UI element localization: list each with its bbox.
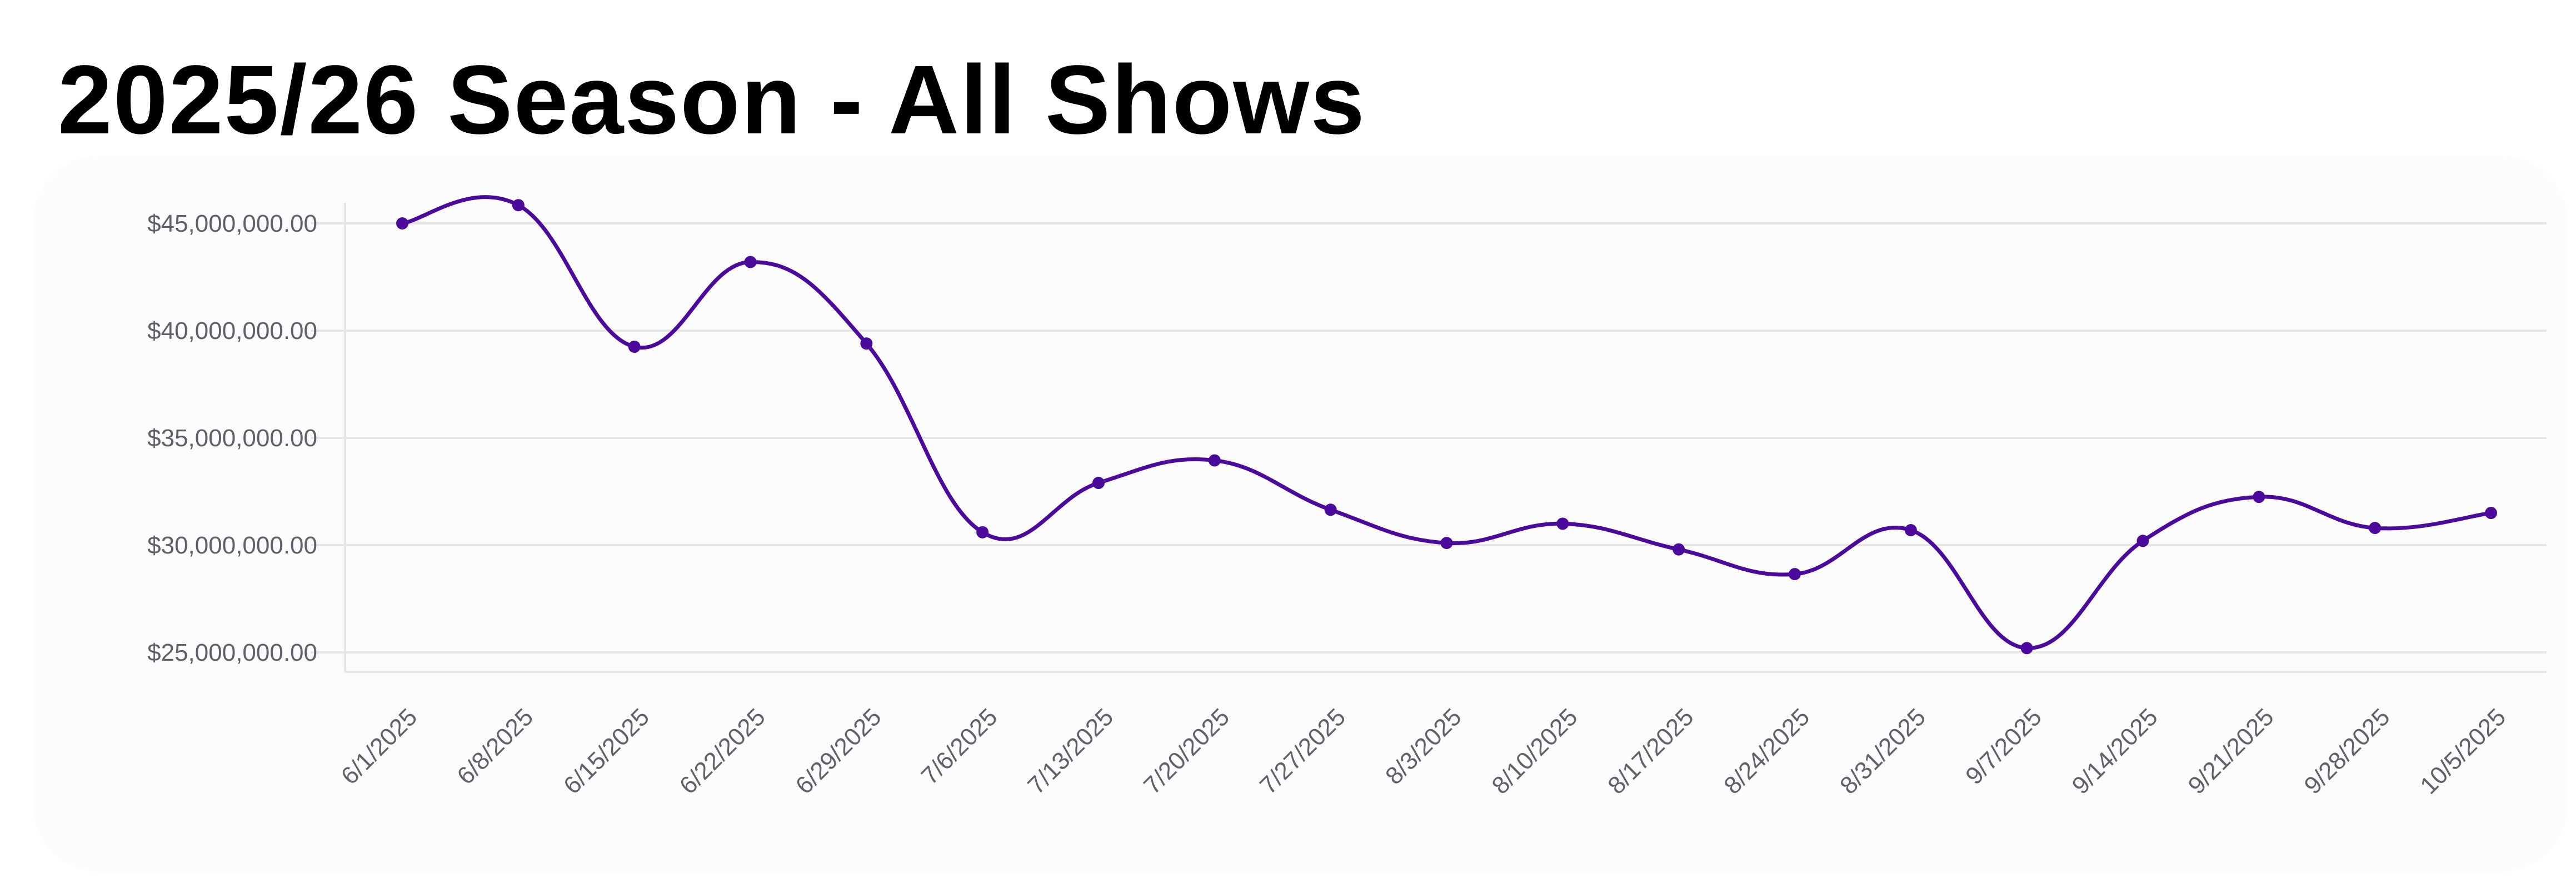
data-point <box>1092 477 1105 490</box>
data-point <box>512 199 525 212</box>
x-tick-label: 9/21/2025 <box>2183 704 2279 800</box>
y-tick-label: $45,000,000.00 <box>147 210 317 237</box>
data-point <box>744 256 757 268</box>
data-point <box>2136 535 2149 547</box>
y-tick-label: $40,000,000.00 <box>147 317 317 345</box>
chart-panel <box>33 156 2567 872</box>
y-tick-label: $35,000,000.00 <box>147 425 317 452</box>
chart-title: 2025/26 Season - All Shows <box>58 46 1366 154</box>
data-point <box>1673 543 1685 556</box>
data-point <box>2253 491 2265 503</box>
x-tick-label: 8/17/2025 <box>1602 704 1699 800</box>
x-tick-label: 7/6/2025 <box>916 704 1003 790</box>
x-tick-label: 8/24/2025 <box>1719 704 1815 800</box>
x-tick-label: 7/27/2025 <box>1255 704 1351 800</box>
data-point <box>976 526 989 538</box>
x-tick-label: 7/20/2025 <box>1139 704 1235 800</box>
data-point <box>1440 537 1453 550</box>
data-point <box>2369 522 2382 535</box>
data-point <box>2020 642 2033 655</box>
x-tick-label: 6/8/2025 <box>452 704 538 790</box>
data-point <box>628 340 641 353</box>
data-point <box>396 217 408 230</box>
x-tick-label: 6/15/2025 <box>558 704 655 800</box>
y-tick-label: $30,000,000.00 <box>147 532 317 559</box>
x-tick-label: 9/28/2025 <box>2299 704 2395 800</box>
x-tick-label: 8/3/2025 <box>1380 704 1467 790</box>
data-point <box>1904 523 1917 536</box>
data-point <box>1556 517 1569 530</box>
x-tick-label: 10/5/2025 <box>2415 704 2511 800</box>
data-point <box>860 337 873 350</box>
x-tick-label: 8/10/2025 <box>1487 704 1583 800</box>
data-point <box>2485 507 2497 520</box>
x-tick-label: 8/31/2025 <box>1835 704 1931 800</box>
data-point <box>1789 568 1801 581</box>
x-tick-label: 9/14/2025 <box>2067 704 2163 800</box>
x-tick-label: 6/22/2025 <box>675 704 771 800</box>
x-tick-label: 7/13/2025 <box>1022 704 1119 800</box>
x-tick-label: 9/7/2025 <box>1960 704 2047 790</box>
x-tick-label: 6/29/2025 <box>791 704 887 800</box>
data-point <box>1324 503 1337 516</box>
x-tick-label: 6/1/2025 <box>336 704 423 790</box>
series-line <box>402 195 2492 650</box>
data-point <box>1208 454 1221 467</box>
y-tick-label: $25,000,000.00 <box>147 639 317 666</box>
